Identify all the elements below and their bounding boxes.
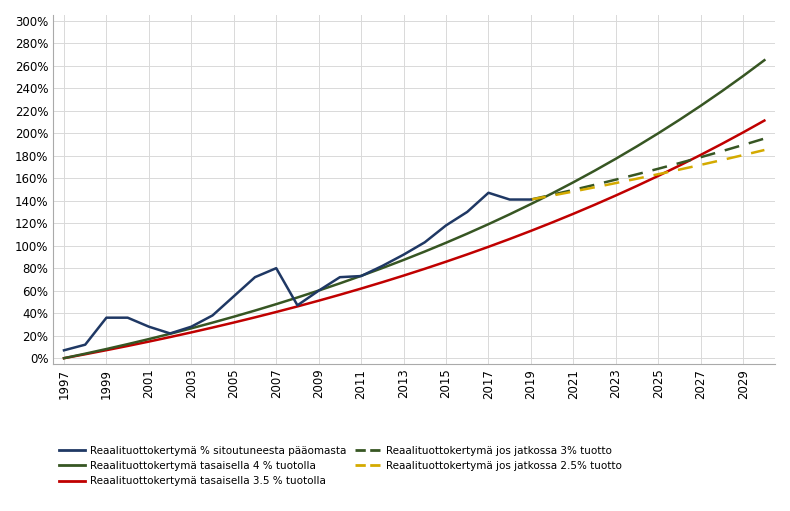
Legend: Reaalituottokertymä % sitoutuneesta pääomasta, Reaalituottokertymä tasaisella 4 : Reaalituottokertymä % sitoutuneesta pääo… [58, 446, 622, 486]
